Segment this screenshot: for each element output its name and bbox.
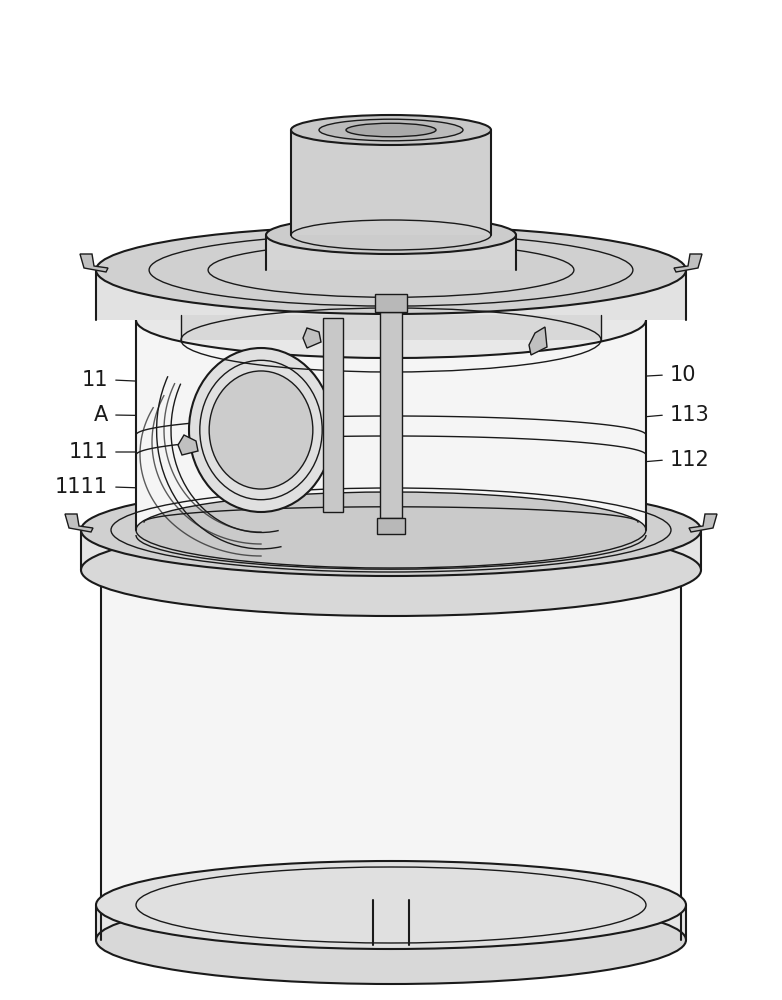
Polygon shape xyxy=(529,327,547,355)
Polygon shape xyxy=(96,270,686,320)
Ellipse shape xyxy=(96,861,686,949)
Polygon shape xyxy=(65,514,93,532)
Polygon shape xyxy=(136,320,646,530)
Ellipse shape xyxy=(96,896,686,984)
Polygon shape xyxy=(80,254,108,272)
Ellipse shape xyxy=(136,282,646,358)
Polygon shape xyxy=(291,130,491,235)
Ellipse shape xyxy=(209,371,313,489)
Polygon shape xyxy=(266,235,516,270)
Polygon shape xyxy=(101,570,681,940)
Ellipse shape xyxy=(101,528,681,612)
Ellipse shape xyxy=(101,898,681,982)
Ellipse shape xyxy=(346,123,436,137)
Text: 10: 10 xyxy=(670,365,697,385)
Polygon shape xyxy=(375,294,407,312)
Polygon shape xyxy=(377,518,405,534)
Text: A: A xyxy=(94,405,108,425)
Text: 1111: 1111 xyxy=(55,477,108,497)
Text: 111: 111 xyxy=(68,442,108,462)
Text: 113: 113 xyxy=(670,405,710,425)
Ellipse shape xyxy=(319,119,463,141)
Polygon shape xyxy=(181,315,601,340)
Ellipse shape xyxy=(291,115,491,145)
Text: 11: 11 xyxy=(81,370,108,390)
Polygon shape xyxy=(178,435,198,455)
Polygon shape xyxy=(380,312,402,518)
Ellipse shape xyxy=(96,226,686,314)
Ellipse shape xyxy=(81,484,701,576)
Polygon shape xyxy=(81,530,701,570)
Ellipse shape xyxy=(81,524,701,616)
Text: 112: 112 xyxy=(670,450,710,470)
Polygon shape xyxy=(96,905,686,940)
Polygon shape xyxy=(323,318,343,512)
Polygon shape xyxy=(674,254,702,272)
Polygon shape xyxy=(303,328,321,348)
Ellipse shape xyxy=(266,216,516,254)
Ellipse shape xyxy=(136,492,646,568)
Polygon shape xyxy=(689,514,717,532)
Ellipse shape xyxy=(189,348,333,512)
